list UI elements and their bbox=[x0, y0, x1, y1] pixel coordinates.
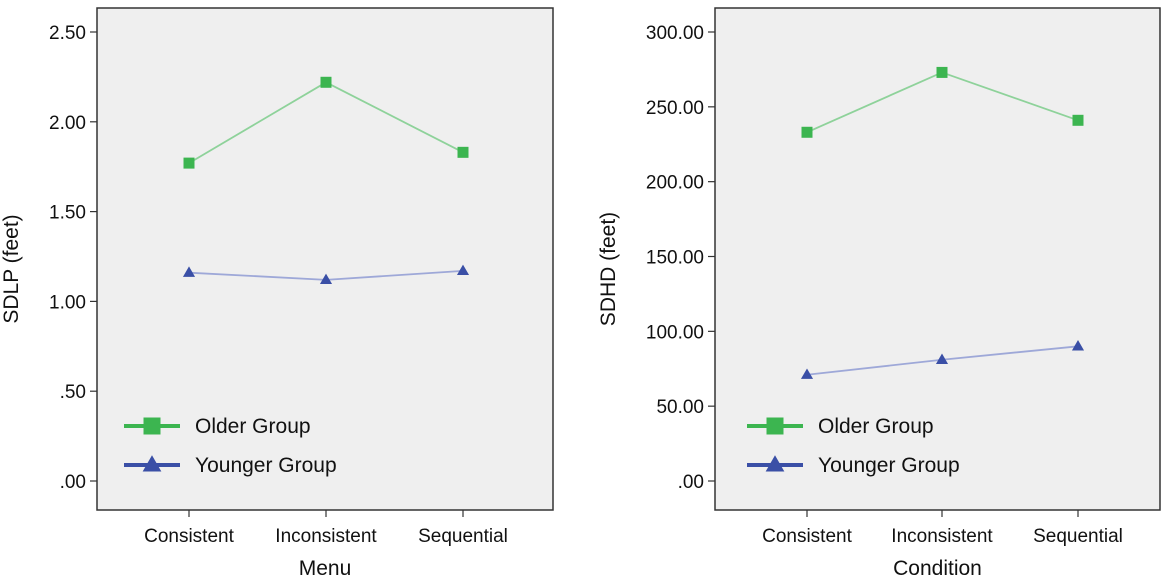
legend-label: Younger Group bbox=[195, 454, 337, 477]
y-tick-label: .50 bbox=[60, 382, 86, 403]
x-tick-label: Inconsistent bbox=[891, 526, 993, 547]
y-tick-label: 50.00 bbox=[656, 397, 704, 418]
y-tick-label: 2.00 bbox=[49, 113, 86, 134]
data-point-younger-group bbox=[182, 266, 196, 277]
data-point-younger-group bbox=[1071, 340, 1085, 351]
x-tick-label: Sequential bbox=[1033, 526, 1123, 547]
x-axis-title: Condition bbox=[893, 557, 982, 580]
y-tick-label: .00 bbox=[60, 472, 86, 493]
x-tick-label: Inconsistent bbox=[275, 526, 377, 547]
legend-marker bbox=[142, 455, 162, 472]
legend-label: Older Group bbox=[195, 415, 311, 438]
y-tick-label: 250.00 bbox=[646, 98, 704, 119]
data-point-older-group bbox=[1072, 114, 1084, 126]
y-tick-label: 1.50 bbox=[49, 203, 86, 224]
data-point-younger-group bbox=[456, 264, 470, 276]
legend-label: Younger Group bbox=[818, 454, 960, 477]
data-point-older-group bbox=[457, 146, 469, 158]
data-point-younger-group bbox=[319, 273, 333, 285]
legend-marker bbox=[765, 455, 785, 472]
data-point-older-group bbox=[183, 157, 195, 169]
x-tick-label: Sequential bbox=[418, 526, 508, 547]
data-point-younger-group bbox=[800, 368, 814, 379]
y-tick-label: 100.00 bbox=[646, 322, 704, 343]
chart-sdlp-by-menu: .00 .50 1.00 1.50 2.00 2.50 Consistent Inconsis… bbox=[0, 7, 554, 580]
y-tick-label: 2.50 bbox=[49, 23, 86, 44]
chart-sdhd-by-condition: .00 50.00 100.00 150.00 200.00 250.00 300.00 Co… bbox=[597, 7, 1161, 580]
legend-marker bbox=[143, 417, 161, 435]
legend-label: Older Group bbox=[818, 415, 934, 438]
y-axis-title: SDHD (feet) bbox=[597, 212, 620, 326]
x-axis-title: Menu bbox=[299, 557, 352, 580]
data-point-younger-group bbox=[935, 353, 949, 364]
y-axis-title: SDLP (feet) bbox=[0, 214, 23, 323]
x-tick-label: Consistent bbox=[762, 526, 852, 547]
data-point-older-group bbox=[320, 76, 332, 88]
y-tick-label: .00 bbox=[678, 472, 704, 493]
y-tick-label: 150.00 bbox=[646, 248, 704, 269]
data-point-older-group bbox=[936, 66, 948, 78]
y-tick-label: 1.00 bbox=[49, 292, 86, 313]
y-tick-label: 200.00 bbox=[646, 173, 704, 194]
x-tick-label: Consistent bbox=[144, 526, 234, 547]
plot-area bbox=[714, 7, 1161, 511]
data-point-older-group bbox=[801, 126, 813, 138]
y-tick-label: 300.00 bbox=[646, 23, 704, 44]
legend-marker bbox=[766, 417, 784, 435]
